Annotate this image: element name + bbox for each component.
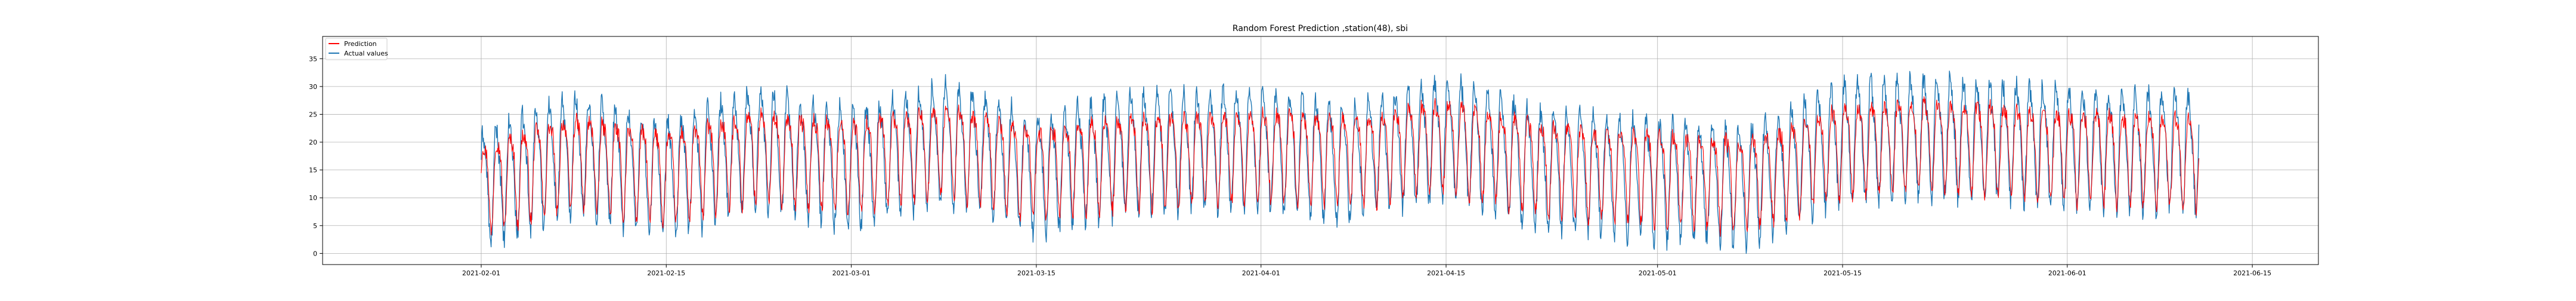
chart-title: Random Forest Prediction ,station(48), s… bbox=[1233, 24, 1408, 33]
x-tick-label: 2021-03-01 bbox=[832, 269, 871, 277]
x-tick-label: 2021-05-15 bbox=[1823, 269, 1862, 277]
x-tick-label: 2021-02-15 bbox=[647, 269, 685, 277]
legend-label-actual-values: Actual values bbox=[344, 50, 388, 57]
x-tick-label: 2021-02-01 bbox=[462, 269, 500, 277]
x-tick-label: 2021-05-01 bbox=[1639, 269, 1677, 277]
y-tick-label: 35 bbox=[309, 55, 317, 63]
actual-values-line bbox=[481, 70, 2200, 254]
prediction-line bbox=[481, 96, 2200, 237]
x-tick-label: 2021-04-15 bbox=[1427, 269, 1465, 277]
x-tick-label: 2021-06-01 bbox=[2048, 269, 2086, 277]
x-tick-label: 2021-03-15 bbox=[1017, 269, 1055, 277]
y-tick-label: 15 bbox=[309, 167, 317, 174]
y-tick-label: 20 bbox=[309, 139, 317, 146]
x-tick-label: 2021-06-15 bbox=[2233, 269, 2271, 277]
legend-label-prediction: Prediction bbox=[344, 40, 377, 48]
legend: Prediction Actual values bbox=[325, 38, 388, 60]
series-layer bbox=[481, 70, 2200, 254]
legend-box bbox=[325, 38, 388, 60]
y-tick-label: 30 bbox=[309, 83, 317, 91]
y-tick-label: 0 bbox=[313, 250, 317, 257]
y-tick-label: 25 bbox=[309, 110, 317, 118]
y-axis: 0 5 10 15 20 25 30 35 bbox=[309, 55, 323, 257]
y-tick-label: 5 bbox=[313, 222, 317, 230]
y-tick-label: 10 bbox=[309, 194, 317, 202]
plot-area-frame bbox=[322, 36, 2319, 265]
x-tick-label: 2021-04-01 bbox=[1242, 269, 1280, 277]
x-axis: 2021-02-01 2021-02-15 2021-03-01 2021-03-15… bbox=[462, 265, 2271, 277]
